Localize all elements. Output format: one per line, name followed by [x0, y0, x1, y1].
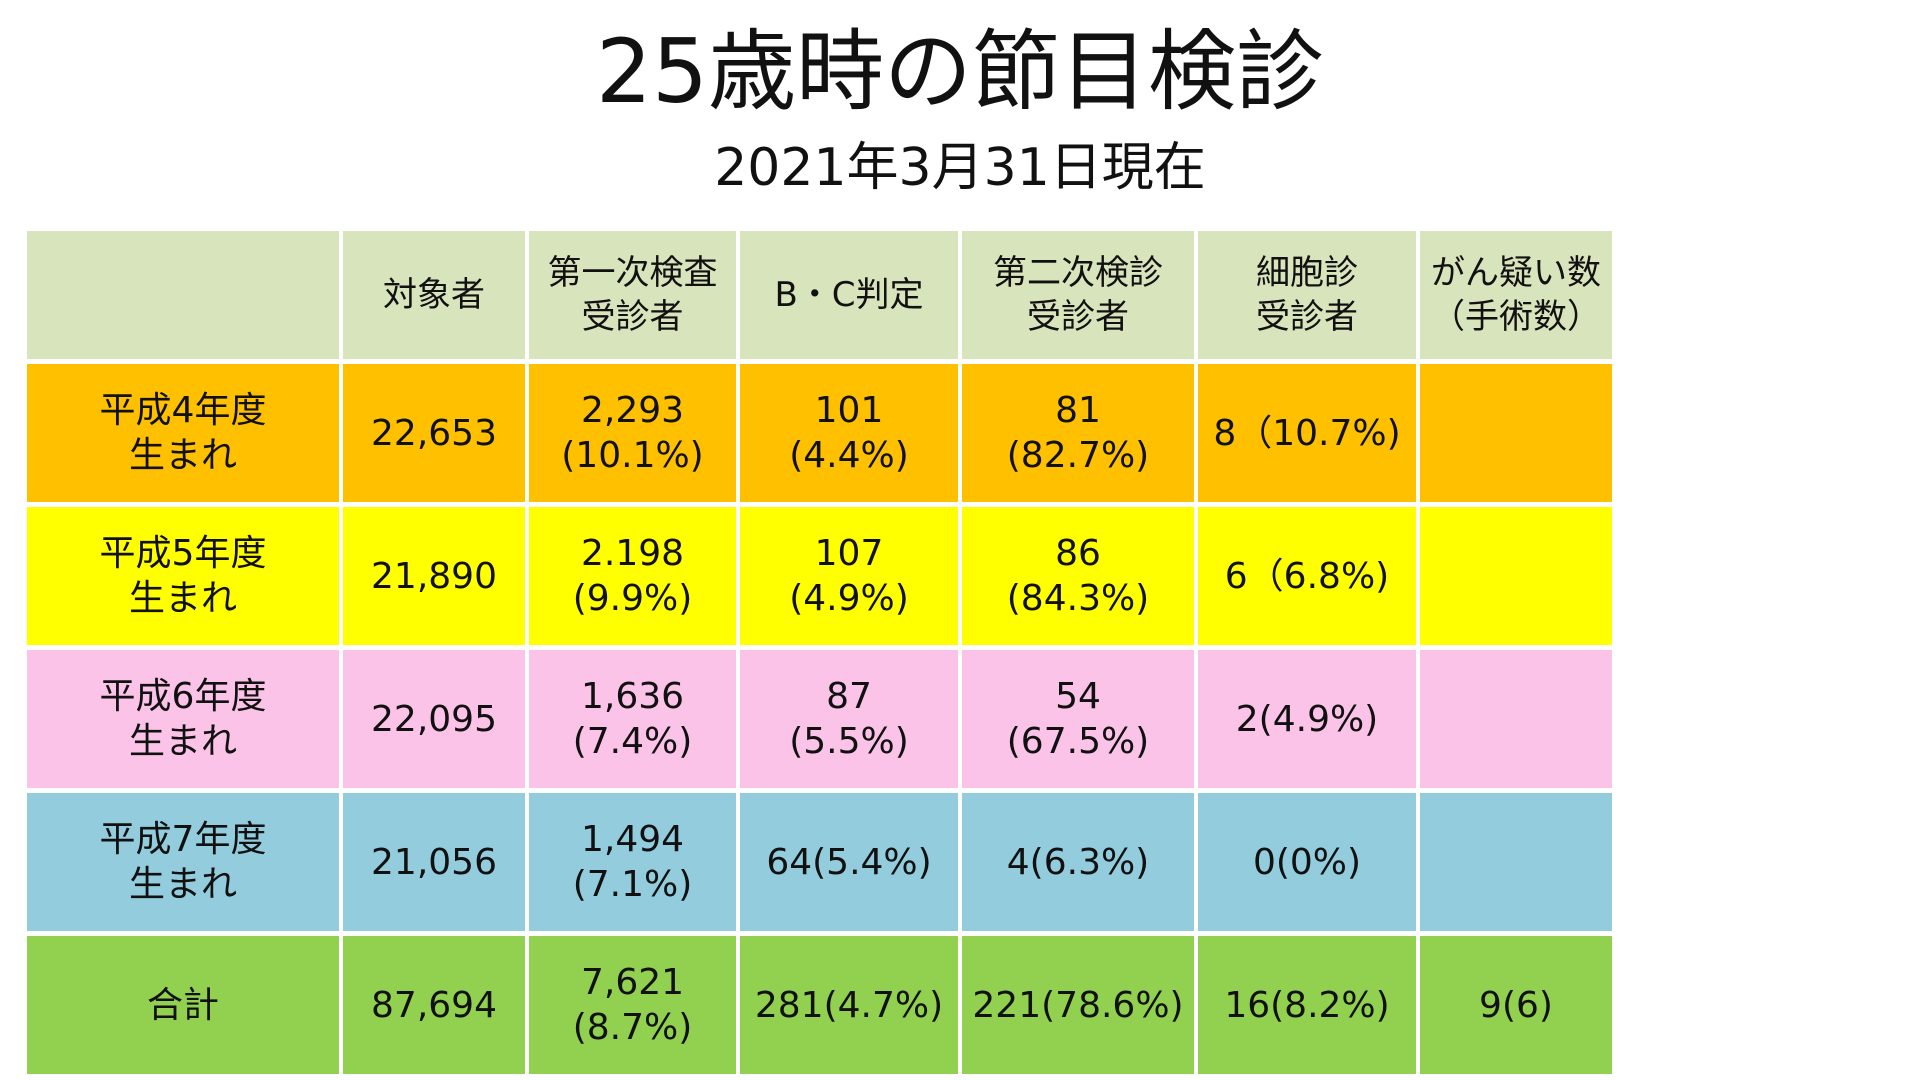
table-cell [27, 231, 339, 359]
table-cell [1420, 507, 1612, 645]
table-cell: 2,293 (10.1%) [529, 364, 736, 502]
table-cell: 107 (4.9%) [740, 507, 958, 645]
table-row: 平成7年度 生まれ 21,056 1,494 (7.1%) 64(5.4%) 4(6.3… [27, 793, 1612, 931]
table-cell: 1,636 (7.4%) [529, 650, 736, 788]
table-cell: 第二次検診 受診者 [962, 231, 1194, 359]
table-cell: 22,095 [343, 650, 525, 788]
table-cell: 21,890 [343, 507, 525, 645]
table-cell: 22,653 [343, 364, 525, 502]
table-cell: 対象者 [343, 231, 525, 359]
table-cell: 64(5.4%) [740, 793, 958, 931]
table-row: 平成5年度 生まれ 21,890 2.198 (9.9%) 107 (4.9%) 86 … [27, 507, 1612, 645]
table-cell: 8（10.7%) [1198, 364, 1416, 502]
table-cell [1420, 650, 1612, 788]
table-cell: 平成5年度 生まれ [27, 507, 339, 645]
table-cell: 16(8.2%) [1198, 936, 1416, 1074]
table-cell: がん疑い数 （手術数） [1420, 231, 1612, 359]
table-cell: 細胞診 受診者 [1198, 231, 1416, 359]
table-cell: 7,621 (8.7%) [529, 936, 736, 1074]
table-row: 平成4年度 生まれ 22,653 2,293 (10.1%) 101 (4.4%) 81… [27, 364, 1612, 502]
subtitle: 2021年3月31日現在 [714, 138, 1206, 198]
table-cell: 221(78.6%) [962, 936, 1194, 1074]
title: 25歳時の節目検診 [596, 20, 1324, 123]
table-cell: 平成7年度 生まれ [27, 793, 339, 931]
table-cell: B・C判定 [740, 231, 958, 359]
table-cell: 平成4年度 生まれ [27, 364, 339, 502]
table-cell: 101 (4.4%) [740, 364, 958, 502]
table-cell: 2(4.9%) [1198, 650, 1416, 788]
table-cell: 87,694 [343, 936, 525, 1074]
table: 対象者 第一次検査 受診者 B・C判定 第二次検診 受診者 細胞診 受診者 がん疑い数 （… [23, 226, 1616, 1079]
table-cell: 平成6年度 生まれ [27, 650, 339, 788]
table-cell: 281(4.7%) [740, 936, 958, 1074]
table-cell [1420, 364, 1612, 502]
table-cell [1420, 793, 1612, 931]
table-cell: 54 (67.5%) [962, 650, 1194, 788]
table-cell: 9(6) [1420, 936, 1612, 1074]
table-cell: 合計 [27, 936, 339, 1074]
table-cell: 86 (84.3%) [962, 507, 1194, 645]
table-cell: 87 (5.5%) [740, 650, 958, 788]
table-cell: 2.198 (9.9%) [529, 507, 736, 645]
table-cell: 21,056 [343, 793, 525, 931]
table-cell: 6（6.8%) [1198, 507, 1416, 645]
table-cell: 81 (82.7%) [962, 364, 1194, 502]
table-cell: 4(6.3%) [962, 793, 1194, 931]
table-row: 平成6年度 生まれ 22,095 1,636 (7.4%) 87 (5.5%) 54 (… [27, 650, 1612, 788]
table-cell: 第一次検査 受診者 [529, 231, 736, 359]
header-row: 対象者 第一次検査 受診者 B・C判定 第二次検診 受診者 細胞診 受診者 がん疑い数 （… [27, 231, 1612, 359]
table-row: 合計 87,694 7,621 (8.7%) 281(4.7%) 221(78.6%) 1… [27, 936, 1612, 1074]
table-cell: 0(0%) [1198, 793, 1416, 931]
table-cell: 1,494 (7.1%) [529, 793, 736, 931]
